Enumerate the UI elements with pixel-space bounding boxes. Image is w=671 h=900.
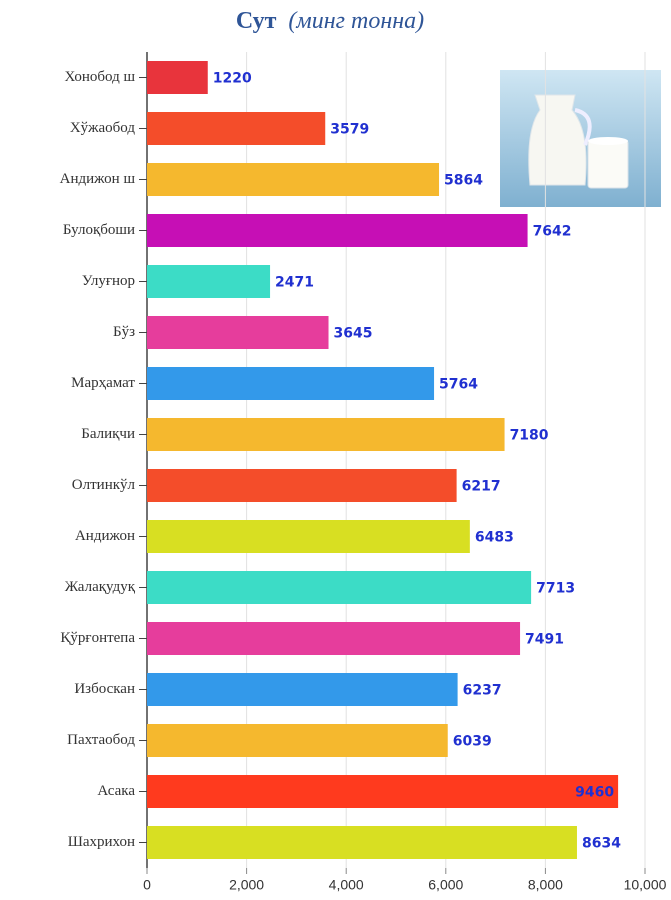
title-unit: (минг тонна) xyxy=(288,8,424,34)
value-label: 6237 xyxy=(463,683,502,699)
y-tick-label: Шахрихон xyxy=(68,834,135,850)
value-label: 1220 xyxy=(213,71,252,87)
bar xyxy=(147,163,440,196)
bar xyxy=(147,112,326,145)
y-tick-label: Булоқбоши xyxy=(63,222,135,238)
bar xyxy=(147,214,528,247)
milk-picture xyxy=(500,70,661,207)
y-tick-label: Хонобод ш xyxy=(64,69,135,85)
value-label: 6483 xyxy=(475,530,514,546)
bar xyxy=(147,469,457,502)
y-tick-label: Марҳамат xyxy=(71,375,135,391)
title-main: Сут xyxy=(236,8,277,34)
y-tick-label: Балиқчи xyxy=(81,426,135,442)
x-tick-label: 10,000 xyxy=(624,877,667,893)
value-label: 7642 xyxy=(533,224,572,240)
bar xyxy=(147,724,448,757)
y-tick-label: Олтинкўл xyxy=(72,477,136,493)
y-tick-label: Бўз xyxy=(113,324,135,340)
value-label: 5864 xyxy=(444,173,483,189)
value-label: 3579 xyxy=(330,122,369,138)
y-tick-label: Андижон ш xyxy=(60,171,136,187)
value-label: 7180 xyxy=(510,428,549,444)
y-tick-label: Жалақудуқ xyxy=(65,579,136,595)
y-tick-label: Асака xyxy=(97,783,135,799)
x-tick-label: 0 xyxy=(143,877,151,893)
y-tick-label: Андижон xyxy=(75,528,135,544)
x-tick-label: 8,000 xyxy=(528,877,563,893)
bar xyxy=(147,775,619,808)
y-tick-label: Хўжаобод xyxy=(70,120,136,136)
value-label: 8634 xyxy=(582,836,621,852)
value-label: 3645 xyxy=(334,326,373,342)
bar xyxy=(147,367,435,400)
chart-title: Сут (минг тонна) xyxy=(236,8,424,34)
y-tick-label: Улуғнор xyxy=(82,273,135,289)
bar xyxy=(147,316,329,349)
bar xyxy=(147,826,577,859)
value-label: 9460 xyxy=(575,785,614,801)
y-tick-label: Пахтаобод xyxy=(67,732,135,748)
value-label: 7491 xyxy=(525,632,564,648)
x-tick-label: 6,000 xyxy=(428,877,463,893)
bar xyxy=(147,520,470,553)
value-label: 6217 xyxy=(462,479,501,495)
bar xyxy=(147,571,532,604)
x-tick-label: 2,000 xyxy=(229,877,264,893)
value-label: 7713 xyxy=(536,581,575,597)
value-label: 2471 xyxy=(275,275,314,291)
value-label: 5764 xyxy=(439,377,478,393)
bar xyxy=(147,622,521,655)
x-tick-label: 4,000 xyxy=(329,877,364,893)
y-tick-label: Қўрғонтепа xyxy=(60,630,135,646)
bar xyxy=(147,265,271,298)
bar xyxy=(147,61,208,94)
y-tick-label: Избоскан xyxy=(74,681,135,697)
bar xyxy=(147,418,505,451)
bar xyxy=(147,673,458,706)
value-label: 6039 xyxy=(453,734,492,750)
